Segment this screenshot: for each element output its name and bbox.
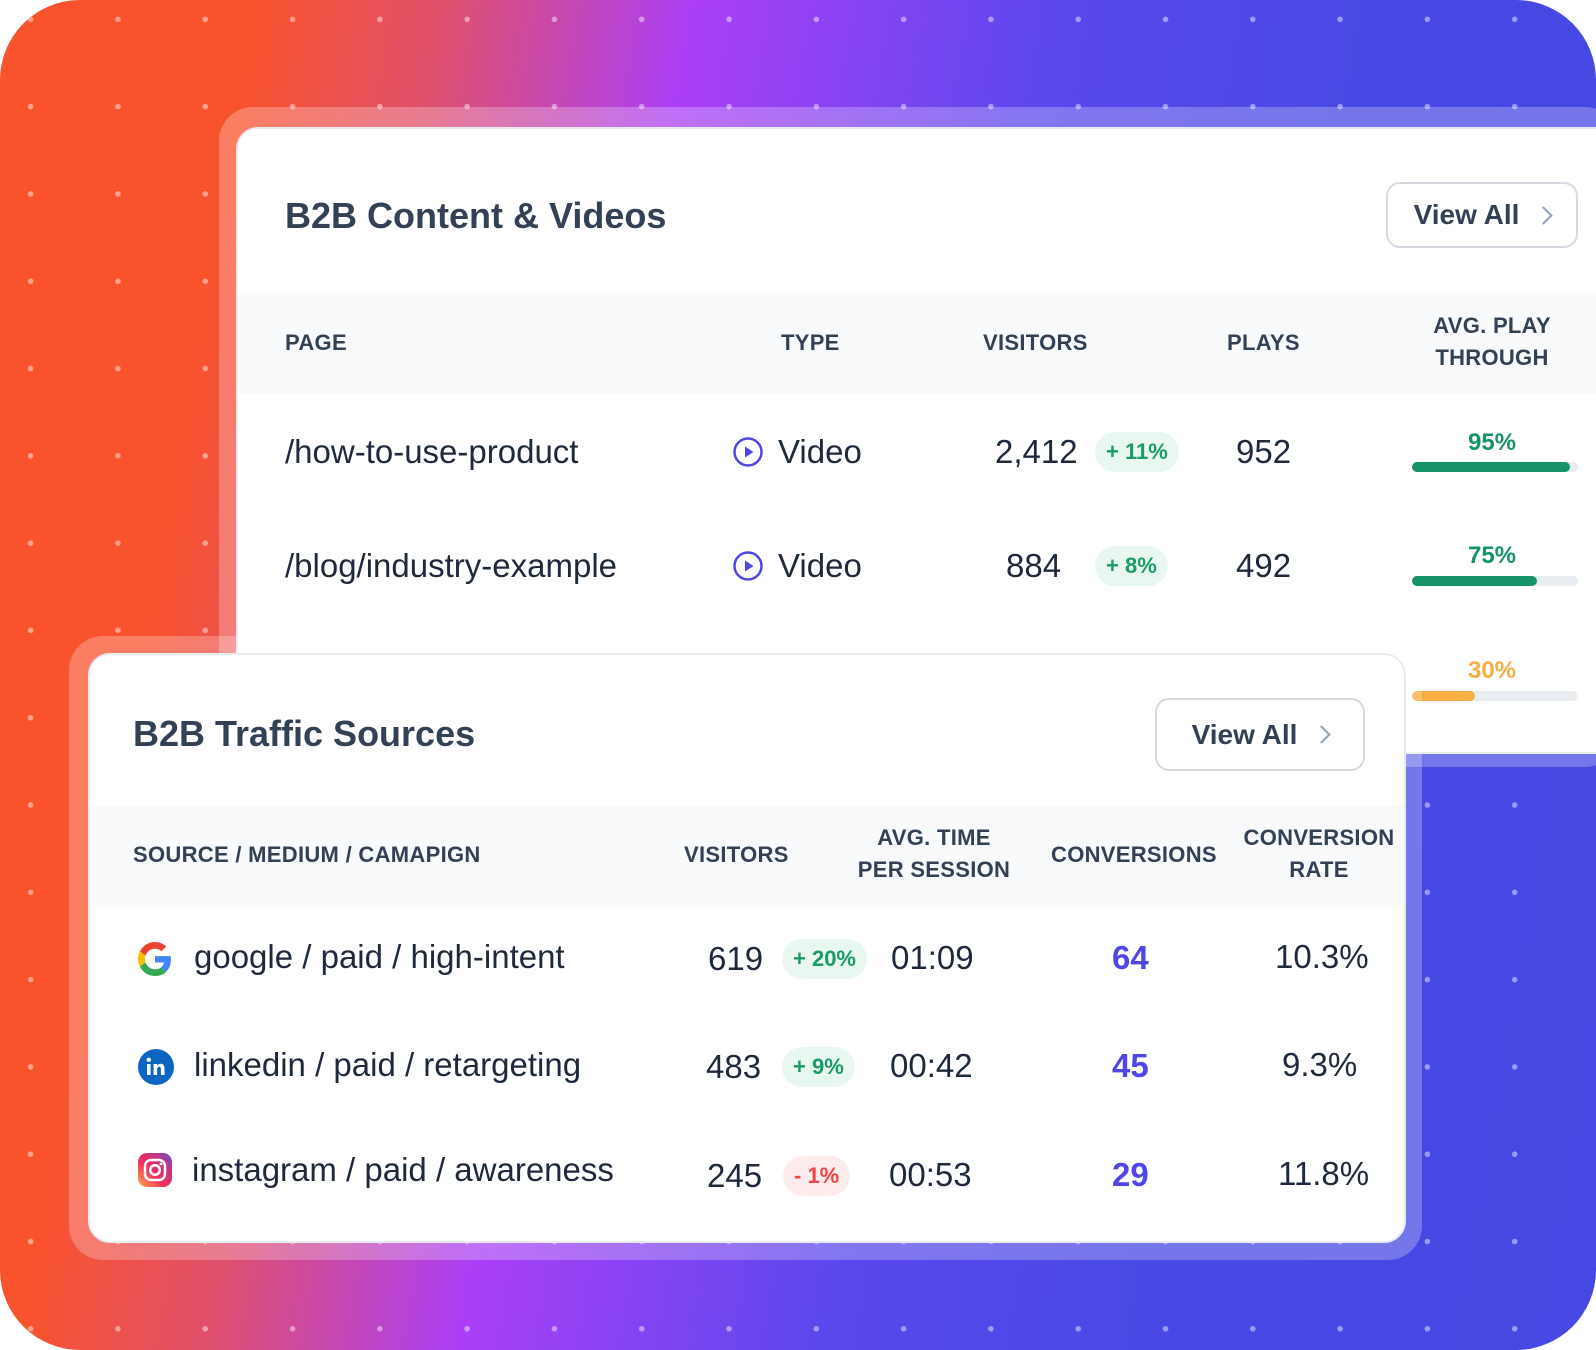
avg-time: 00:42 — [890, 1047, 973, 1084]
play-through-label: 75% — [1467, 542, 1517, 569]
col-visitors: VISITORS — [983, 330, 1088, 355]
avg-time: 00:53 — [889, 1156, 972, 1193]
change-badge: - 1% — [783, 1156, 851, 1196]
play-through-bar — [1412, 462, 1578, 472]
view-all-label: View All — [1413, 199, 1520, 230]
chevron-right-icon — [1312, 725, 1332, 744]
conversion-rate: 10.3% — [1275, 938, 1369, 975]
page-link[interactable]: /how-to-use-product — [285, 433, 579, 470]
change-badge: + 9% — [782, 1047, 855, 1087]
conversions-link[interactable]: 45 — [1112, 1047, 1149, 1084]
play-circle-icon — [733, 437, 763, 467]
chevron-right-icon — [1534, 205, 1554, 225]
plays: 952 — [1236, 433, 1292, 470]
linkedin-icon — [138, 1049, 174, 1085]
conversion-rate: 11.8% — [1278, 1155, 1370, 1192]
card-title: B2B Content & Videos — [285, 195, 667, 236]
col-page: PAGE — [285, 330, 347, 355]
conversion-rate: 9.3% — [1282, 1046, 1358, 1083]
page-link[interactable]: /blog/industry-example — [285, 547, 617, 584]
play-through-label: 30% — [1467, 657, 1517, 684]
change-badge: + 8% — [1095, 546, 1168, 586]
conversions-link[interactable]: 64 — [1112, 939, 1149, 976]
source: linkedin / paid / retargeting — [194, 1046, 582, 1083]
visitors: 483 — [706, 1048, 762, 1085]
conversions-link[interactable]: 29 — [1112, 1156, 1149, 1193]
plays: 492 — [1236, 547, 1292, 584]
col-conversion-rate: CONVERSION RATE — [1243, 825, 1395, 882]
visitors: 884 — [1006, 547, 1062, 584]
instagram-icon — [138, 1153, 172, 1187]
change-badge: + 20% — [782, 939, 867, 979]
col-plays: PLAYS — [1227, 330, 1300, 355]
source: instagram / paid / awareness — [192, 1151, 614, 1188]
avg-time: 01:09 — [891, 939, 974, 976]
col-avg-time: AVG. TIME PER SESSION — [857, 825, 1011, 882]
col-type: TYPE — [781, 330, 840, 355]
card-title: B2B Traffic Sources — [133, 713, 476, 754]
type: Video — [778, 433, 862, 470]
play-through-bar — [1412, 691, 1578, 701]
traffic-card: B2B Traffic Sources View All SOURCE / ME… — [88, 653, 1406, 1243]
col-visitors: VISITORS — [684, 842, 789, 867]
table-header: PAGE TYPE VISITORS PLAYS AVG. PLAY THROU… — [238, 292, 1596, 394]
play-circle-icon — [733, 551, 763, 581]
col-avg-play-through: AVG. PLAY THROUGH — [1433, 313, 1551, 370]
col-source: SOURCE / MEDIUM / CAMAPIGN — [133, 842, 481, 867]
view-all-label: View All — [1191, 718, 1298, 750]
google-icon — [138, 942, 171, 976]
view-all-button[interactable]: View All — [1155, 698, 1365, 771]
type: Video — [778, 547, 862, 584]
play-through-label: 95% — [1467, 429, 1517, 456]
visitors: 619 — [708, 940, 764, 977]
play-through-bar — [1412, 576, 1578, 586]
visitors: 2,412 — [995, 433, 1078, 470]
visitors: 245 — [707, 1157, 763, 1194]
change-badge: + 11% — [1095, 432, 1179, 472]
source: google / paid / high-intent — [194, 938, 565, 975]
col-conversions: CONVERSIONS — [1051, 842, 1217, 867]
table-header: SOURCE / MEDIUM / CAMAPIGN VISITORS AVG.… — [90, 806, 1404, 905]
view-all-button[interactable]: View All — [1386, 182, 1578, 248]
